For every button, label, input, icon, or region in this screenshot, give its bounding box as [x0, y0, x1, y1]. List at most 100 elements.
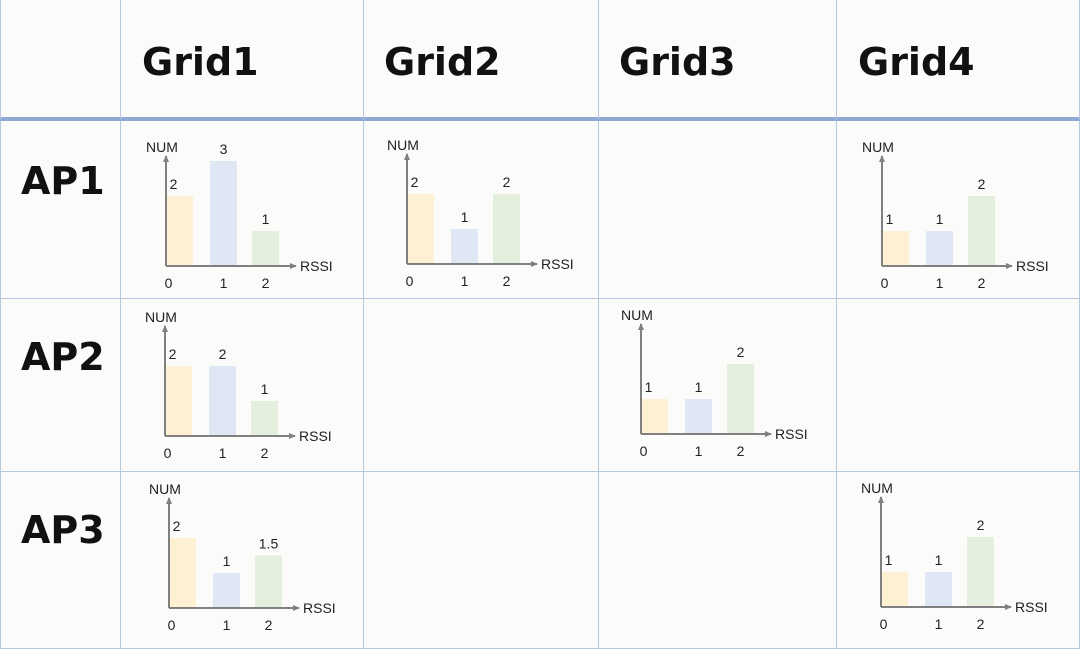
- row-header: AP1: [21, 159, 105, 203]
- bar-value-label: 1.5: [259, 536, 279, 552]
- empty-cell: [364, 299, 599, 472]
- bar: [685, 399, 712, 434]
- bar-value-label: 3: [220, 141, 228, 157]
- x-tick-label: 1: [461, 273, 469, 289]
- corner-cell: [0, 0, 121, 121]
- x-tick-label: 2: [262, 275, 270, 291]
- y-axis-label: NUM: [146, 139, 178, 155]
- row-header: AP3: [21, 508, 105, 552]
- column-header-cell: Grid2: [364, 0, 599, 121]
- x-tick-label: 1: [223, 617, 231, 633]
- bar-chart: 2 0 2 1 1 2 NUM RSSI: [145, 309, 332, 461]
- chart-cell: [364, 121, 599, 299]
- x-tick-label: 1: [695, 443, 703, 459]
- bar: [213, 573, 240, 608]
- bar: [968, 196, 995, 266]
- x-axis-label: RSSI: [300, 258, 333, 274]
- bar-value-label: 2: [411, 174, 419, 190]
- bar-value-label: 2: [737, 344, 745, 360]
- column-header: Grid2: [384, 40, 501, 84]
- x-tick-label: 0: [164, 445, 172, 461]
- bar-value-label: 1: [645, 379, 653, 395]
- bar: [926, 231, 953, 266]
- row-header: AP2: [21, 335, 105, 379]
- x-axis-label: RSSI: [299, 428, 332, 444]
- bar-value-label: 1: [262, 211, 270, 227]
- y-axis-label: NUM: [149, 481, 181, 497]
- bar: [881, 572, 908, 607]
- bar-value-label: 1: [695, 379, 703, 395]
- bar-value-label: 1: [936, 211, 944, 227]
- bar: [882, 231, 909, 266]
- bar-value-label: 2: [977, 517, 985, 533]
- bar: [407, 194, 434, 264]
- bar-value-label: 1: [223, 553, 231, 569]
- y-axis-label: NUM: [145, 309, 177, 325]
- column-header-cell: Grid4: [837, 0, 1080, 121]
- x-tick-label: 1: [219, 445, 227, 461]
- y-axis-label: NUM: [387, 137, 419, 153]
- x-tick-label: 0: [406, 273, 414, 289]
- column-header: Grid1: [142, 40, 259, 84]
- x-tick-label: 2: [978, 275, 986, 291]
- bar: [967, 537, 994, 607]
- bar-value-label: 1: [461, 209, 469, 225]
- x-tick-label: 0: [640, 443, 648, 459]
- empty-cell: [364, 472, 599, 649]
- bar: [169, 538, 196, 608]
- y-axis-label: NUM: [861, 480, 893, 496]
- bar: [925, 572, 952, 607]
- x-axis-label: RSSI: [541, 256, 574, 272]
- column-header: Grid4: [858, 40, 975, 84]
- x-tick-label: 2: [503, 273, 511, 289]
- x-tick-label: 1: [220, 275, 228, 291]
- column-header-cell: Grid1: [121, 0, 364, 121]
- x-tick-label: 2: [977, 616, 985, 632]
- x-tick-label: 0: [165, 275, 173, 291]
- bar-chart: 1 0 1 1 2 2 NUM RSSI: [621, 307, 808, 459]
- bar-value-label: 2: [978, 176, 986, 192]
- bar: [493, 194, 520, 264]
- bar-value-label: 1: [261, 381, 269, 397]
- row-header-cell: AP2: [0, 299, 121, 472]
- x-tick-label: 1: [935, 616, 943, 632]
- row-header-cell: AP3: [0, 472, 121, 649]
- bar-chart: 2 0 1 1 1.5 2 NUM RSSI: [149, 481, 336, 633]
- x-axis-label: RSSI: [303, 600, 336, 616]
- bar-chart: 2 0 3 1 1 2 NUM RSSI: [146, 139, 333, 291]
- bar-chart: 2 0 1 1 2 2 NUM RSSI: [387, 137, 574, 289]
- chart-cell: [837, 121, 1080, 299]
- bar-value-label: 2: [169, 346, 177, 362]
- x-axis-label: RSSI: [1015, 599, 1048, 615]
- x-tick-label: 2: [737, 443, 745, 459]
- empty-cell: [599, 472, 837, 649]
- bar: [252, 231, 279, 266]
- bar-chart: 1 0 1 1 2 2 NUM RSSI: [862, 139, 1049, 291]
- x-tick-label: 0: [880, 616, 888, 632]
- empty-cell: [837, 299, 1080, 472]
- bar-value-label: 2: [170, 176, 178, 192]
- x-tick-label: 2: [265, 617, 273, 633]
- x-tick-label: 2: [261, 445, 269, 461]
- y-axis-label: NUM: [862, 139, 894, 155]
- x-tick-label: 1: [936, 275, 944, 291]
- empty-cell: [599, 121, 837, 299]
- bar-value-label: 1: [935, 552, 943, 568]
- bar: [209, 366, 236, 436]
- bar: [210, 161, 237, 266]
- bar: [166, 196, 193, 266]
- bar: [251, 401, 278, 436]
- chart-cell: [121, 299, 364, 472]
- column-header: Grid3: [619, 40, 736, 84]
- y-axis-label: NUM: [621, 307, 653, 323]
- chart-cell: [837, 472, 1080, 649]
- bar-value-label: 2: [219, 346, 227, 362]
- x-axis-label: RSSI: [1016, 258, 1049, 274]
- bar-value-label: 1: [885, 552, 893, 568]
- bar: [165, 366, 192, 436]
- x-tick-label: 0: [881, 275, 889, 291]
- chart-cell: [121, 472, 364, 649]
- bar: [641, 399, 668, 434]
